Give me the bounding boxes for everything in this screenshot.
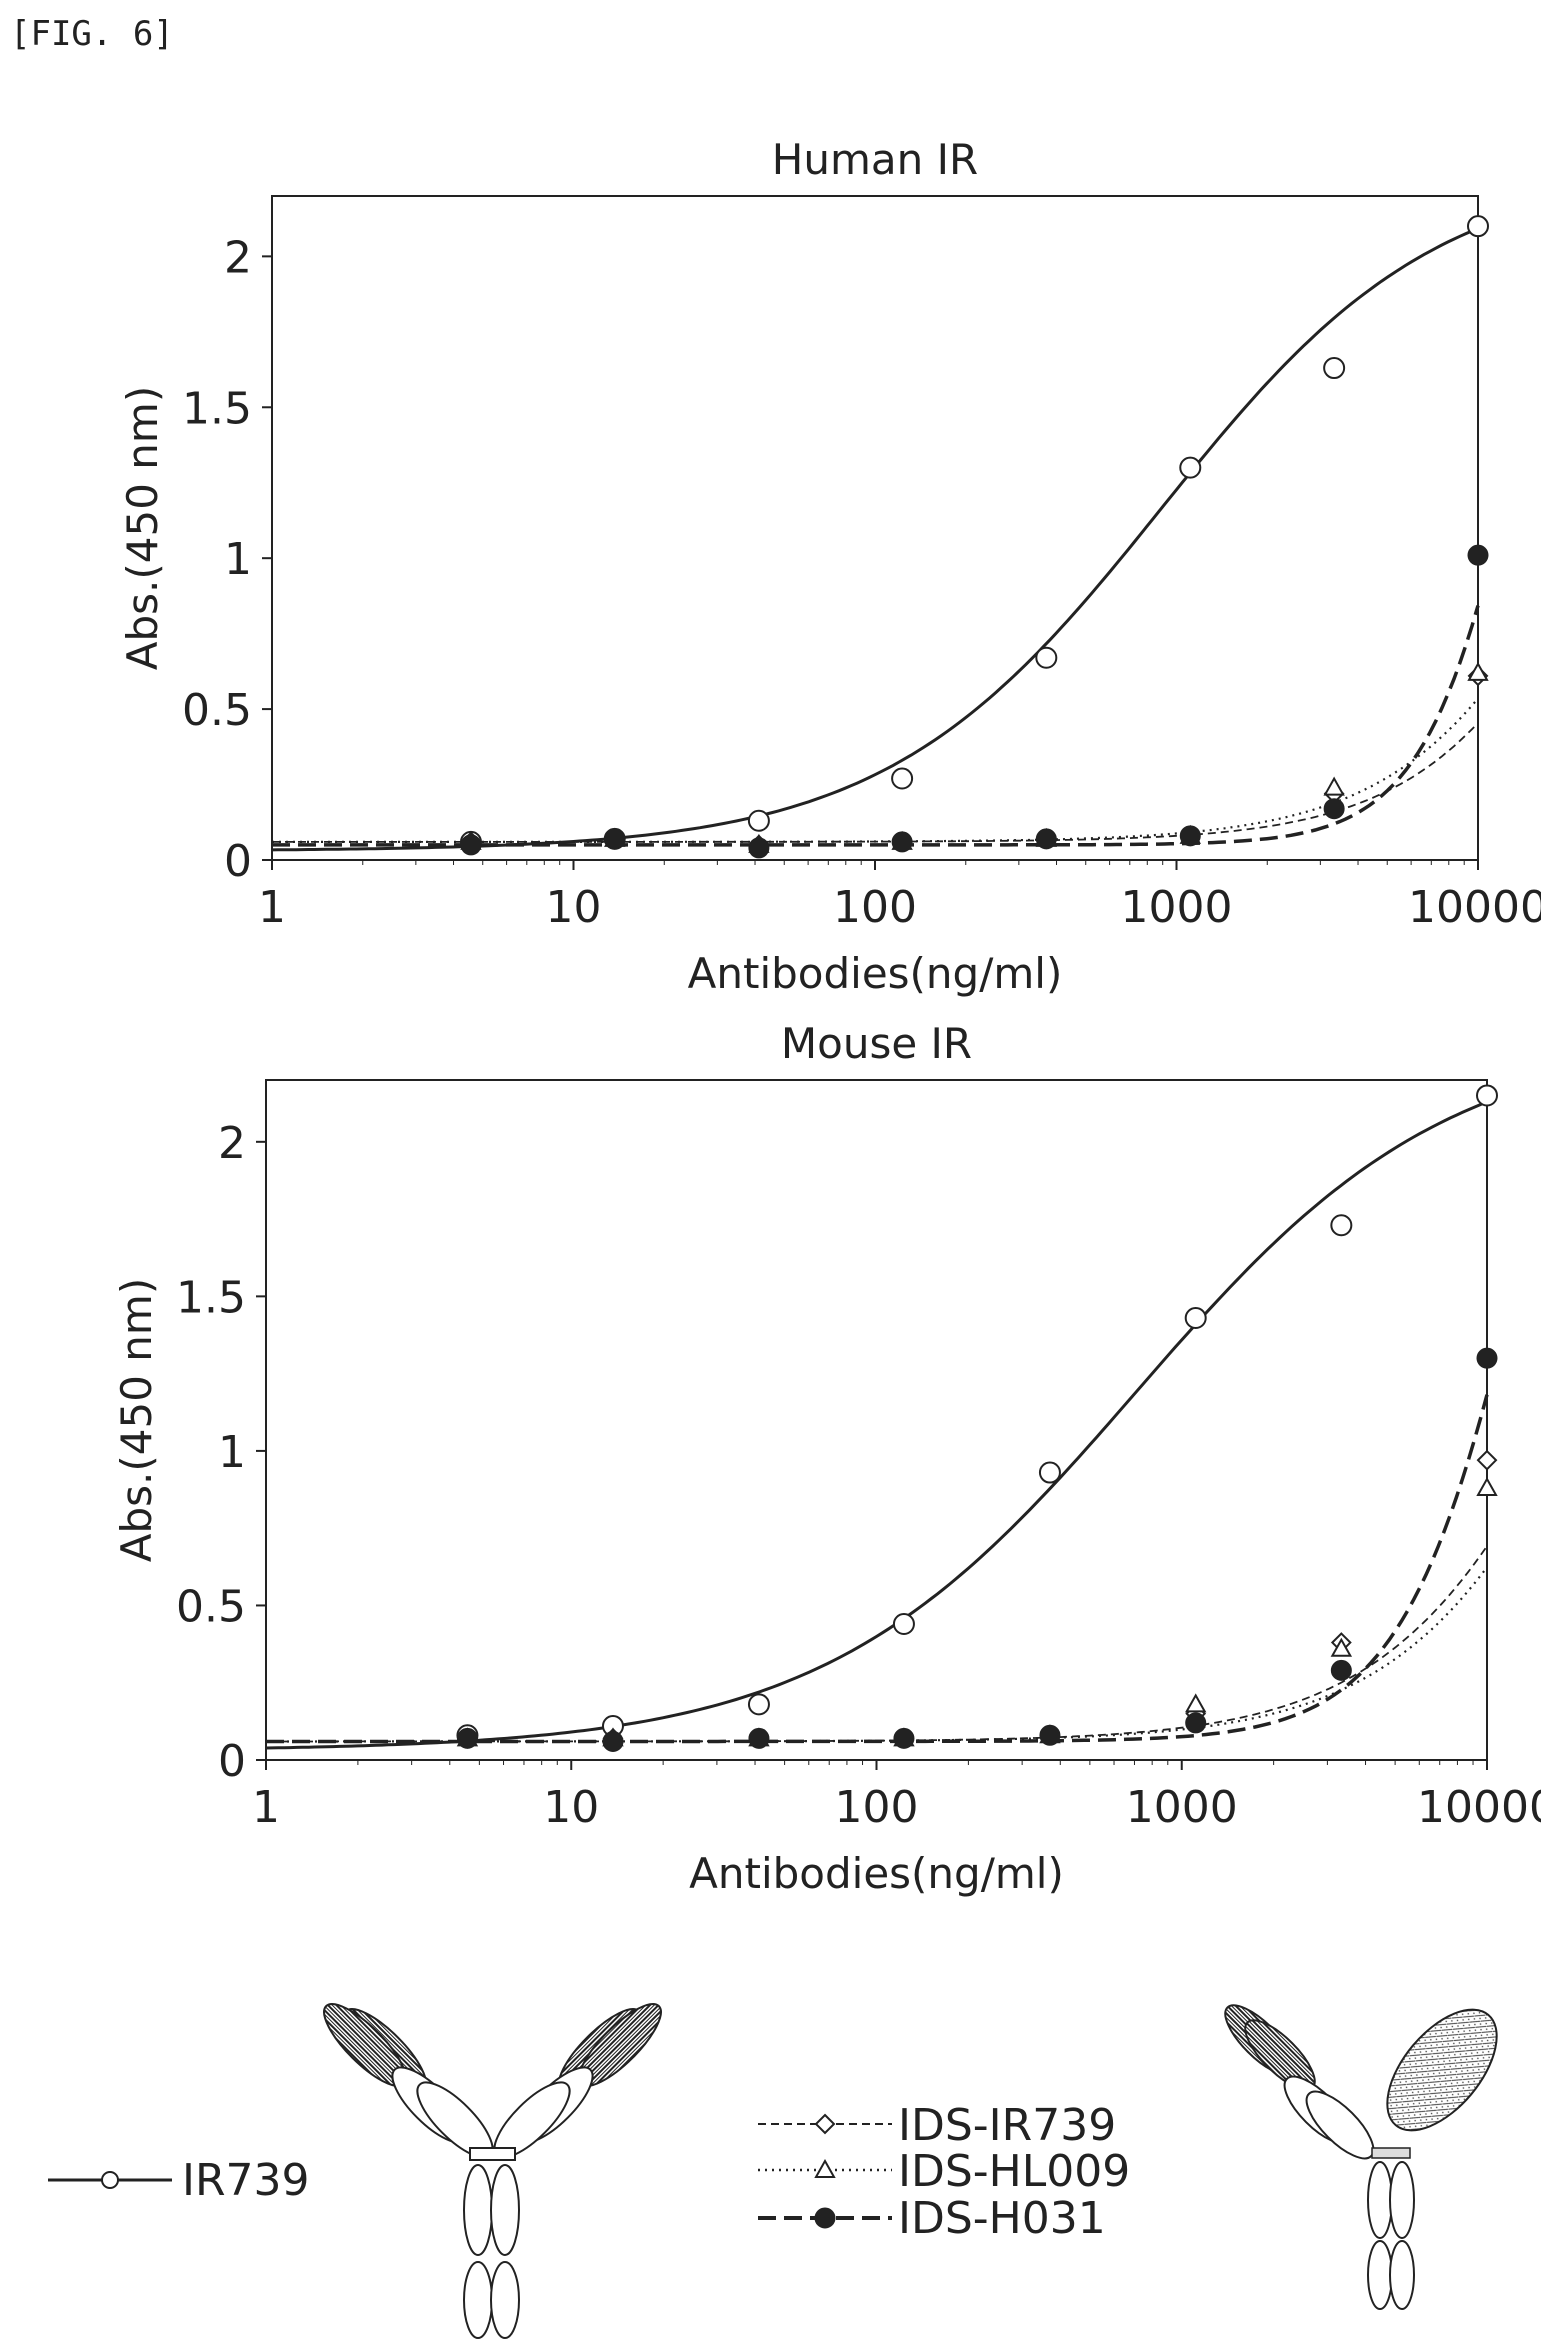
data-point <box>456 1727 478 1749</box>
y-tick-label: 1 <box>224 534 252 585</box>
series-ids-hl009 <box>266 1476 1498 1747</box>
legend-item-ids-ir739: IDS-IR739 <box>758 2100 1116 2151</box>
series-ids-hl009 <box>272 661 1489 853</box>
data-point <box>1184 1307 1207 1329</box>
x-tick-label: 10 <box>546 882 602 933</box>
data-point <box>1467 215 1489 238</box>
x-tick-label: 1000 <box>1126 1782 1238 1833</box>
chart-title: Human IR <box>772 135 978 184</box>
series-ids-ir739 <box>266 1449 1498 1749</box>
series-line <box>272 697 1479 843</box>
data-point <box>892 1613 915 1635</box>
x-tick-label: 10000 <box>1408 882 1541 933</box>
legend-item-ir739: IR739 <box>48 2155 310 2206</box>
chart-human-ir: Human IR Antibodies(ng/ml) Abs.(450 nm) … <box>118 135 1541 998</box>
data-point <box>460 834 482 856</box>
x-tick-label: 1 <box>252 1782 280 1833</box>
data-point <box>1185 1712 1207 1734</box>
y-tick-label: 0.5 <box>176 1581 246 1632</box>
legend-label: IR739 <box>182 2155 310 2206</box>
data-point <box>1323 357 1346 380</box>
series-line <box>266 1566 1488 1743</box>
x-tick-label: 100 <box>833 882 917 933</box>
data-point <box>1476 1347 1498 1369</box>
data-point <box>747 809 770 832</box>
x-tick-label: 1000 <box>1121 882 1233 933</box>
y-tick-label: 1 <box>218 1427 246 1478</box>
x-tick-label: 1 <box>258 882 286 933</box>
series-line <box>272 605 1480 847</box>
chart-mouse-ir: Mouse IR Antibodies(ng/ml) Abs.(450 nm) … <box>112 1019 1541 1898</box>
data-point <box>604 828 626 850</box>
data-point <box>1184 1693 1207 1713</box>
antibody-fusion-icon <box>1224 2004 1498 2310</box>
legend-label: IDS-H031 <box>898 2193 1106 2244</box>
data-point <box>893 1727 915 1749</box>
plot-frame <box>271 195 1479 861</box>
y-tick-label: 0.5 <box>182 685 252 736</box>
legend-item-ids-hl009: IDS-HL009 <box>758 2146 1130 2197</box>
data-point <box>602 1730 624 1752</box>
y-tick-label: 2 <box>224 232 252 283</box>
x-tick-label: 10 <box>543 1782 599 1833</box>
data-point <box>1039 1724 1061 1746</box>
data-point <box>1330 1214 1353 1237</box>
data-point <box>1476 1476 1498 1496</box>
data-point <box>1035 646 1058 669</box>
data-point <box>891 831 913 853</box>
data-point <box>1467 661 1489 681</box>
filled-circle-marker-icon <box>814 2207 836 2229</box>
y-axis-label: Abs.(450 nm) <box>118 386 167 670</box>
data-point <box>748 837 770 859</box>
legend-item-ids-h031: IDS-H031 <box>758 2193 1106 2244</box>
plot-frame <box>265 1079 1488 1761</box>
open-triangle-marker-icon <box>814 2158 836 2178</box>
data-point <box>1179 825 1201 847</box>
data-point <box>1035 828 1057 850</box>
figure-label: [FIG. 6] <box>10 14 174 54</box>
series-ir739 <box>271 215 1489 853</box>
data-point <box>1476 1084 1498 1107</box>
y-tick-label: 1.5 <box>182 383 252 434</box>
data-point <box>1179 456 1202 479</box>
data-point <box>1330 1659 1352 1681</box>
data-point <box>1467 544 1489 566</box>
y-tick-label: 1.5 <box>176 1272 246 1323</box>
series-line <box>266 1394 1489 1744</box>
y-tick-label: 0 <box>224 836 252 887</box>
series-ids-h031 <box>272 544 1489 859</box>
x-axis-label: Antibodies(ng/ml) <box>688 949 1063 998</box>
series-ids-h031 <box>266 1347 1498 1752</box>
data-point <box>747 1693 770 1716</box>
data-point <box>1038 1461 1061 1484</box>
legend: IR739 IDS-IR739 IDS-HL009 IDS-H031 <box>48 2100 1130 2244</box>
data-point <box>1476 1449 1498 1471</box>
series-line <box>265 1100 1488 1750</box>
y-axis-label: Abs.(450 nm) <box>112 1278 161 1562</box>
series-line <box>272 722 1479 843</box>
x-axis-label: Antibodies(ng/ml) <box>689 1849 1064 1898</box>
series-line <box>266 1545 1488 1743</box>
chart-title: Mouse IR <box>781 1019 972 1068</box>
legend-label: IDS-IR739 <box>898 2100 1116 2151</box>
x-tick-label: 10000 <box>1417 1782 1541 1833</box>
data-point <box>748 1727 770 1749</box>
open-circle-marker-icon <box>101 2171 119 2189</box>
open-diamond-marker-icon <box>814 2113 836 2135</box>
data-point <box>1323 798 1345 820</box>
antibody-igg-icon <box>323 2003 662 2339</box>
series-line <box>271 227 1479 852</box>
y-tick-label: 0 <box>218 1736 246 1787</box>
legend-label: IDS-HL009 <box>898 2146 1130 2197</box>
data-point <box>1330 1637 1353 1657</box>
y-tick-label: 2 <box>218 1118 246 1169</box>
data-point <box>1323 776 1345 796</box>
x-tick-label: 100 <box>835 1782 919 1833</box>
series-ids-ir739 <box>272 665 1489 856</box>
series-ir739 <box>265 1084 1498 1750</box>
data-point <box>891 767 914 790</box>
